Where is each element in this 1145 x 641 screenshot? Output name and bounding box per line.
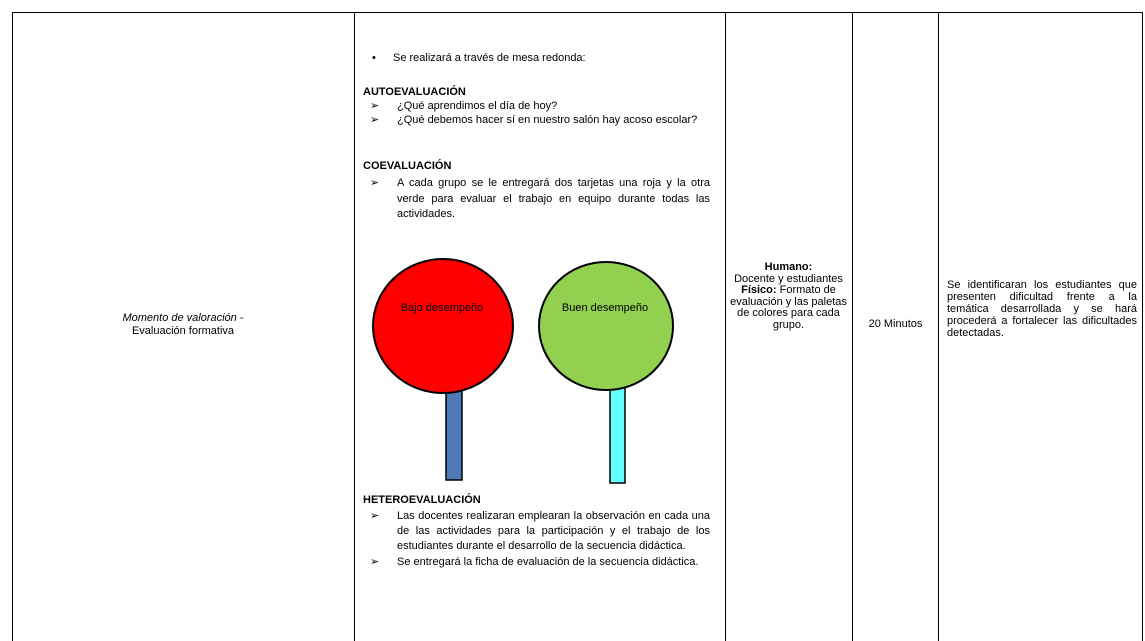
heading: AUTOEVALUACIÓN <box>363 86 466 98</box>
table-border <box>12 12 13 641</box>
outcome: Se identificaran los estudiantes que pre… <box>947 279 1137 339</box>
paddle-label: Bajo desempeño <box>400 302 484 314</box>
label: Físico: <box>741 284 777 296</box>
table-border <box>938 12 939 641</box>
table-border <box>354 12 355 641</box>
list-item: Las docentes realizaran emplearan la obs… <box>397 510 710 552</box>
heading: COEVALUACIÓN <box>363 160 452 172</box>
bullet: • <box>372 52 376 64</box>
list-item: ¿Qué aprendimos el día de hoy? <box>397 100 558 112</box>
moment-name: Momento de valoración <box>122 312 237 324</box>
paddle-handle <box>445 384 463 481</box>
time: 20 Minutos <box>868 318 923 330</box>
list: ➢ A cada grupo se le entregará dos tarjet… <box>370 177 710 220</box>
paddles <box>372 258 674 484</box>
heading: HETEROEVALUACIÓN <box>363 494 481 506</box>
label: Humano: <box>764 261 813 273</box>
list: ➢ Las docentes realizaran emplearan la ob… <box>370 510 710 568</box>
moment-cell: Momento de valoración - Evaluación forma… <box>20 312 346 338</box>
list: ➢ ¿Qué aprendimos el día de hoy? ➢ ¿Qué de… <box>370 100 698 126</box>
table-border <box>1142 12 1143 641</box>
resources-cell: Humano: Docente y estudiantes Físico: Fo… <box>729 261 848 331</box>
resources-human: Docente y estudiantes <box>734 272 843 285</box>
intro: Se realizará a través de mesa redonda: <box>393 52 586 64</box>
table-border <box>852 12 853 641</box>
moment-suffix: - <box>239 312 244 324</box>
list-item: A cada grupo se le entregará dos tarjeta… <box>397 177 710 220</box>
table-border <box>12 12 1143 13</box>
paddle-red <box>372 258 514 394</box>
moment-subtitle: Evaluación formativa <box>131 325 235 337</box>
paddle-green <box>538 261 674 391</box>
list-item: ¿Qué debemos hacer sí en nuestro salón h… <box>397 114 698 126</box>
paddle-handle <box>609 384 626 484</box>
resources-physical: Formato de evaluación y las paletas de c… <box>730 284 847 331</box>
table-border <box>725 12 726 641</box>
paddle-label: Buen desempeño <box>561 302 649 314</box>
list-item: Se entregará la ficha de evaluación de l… <box>397 556 699 568</box>
